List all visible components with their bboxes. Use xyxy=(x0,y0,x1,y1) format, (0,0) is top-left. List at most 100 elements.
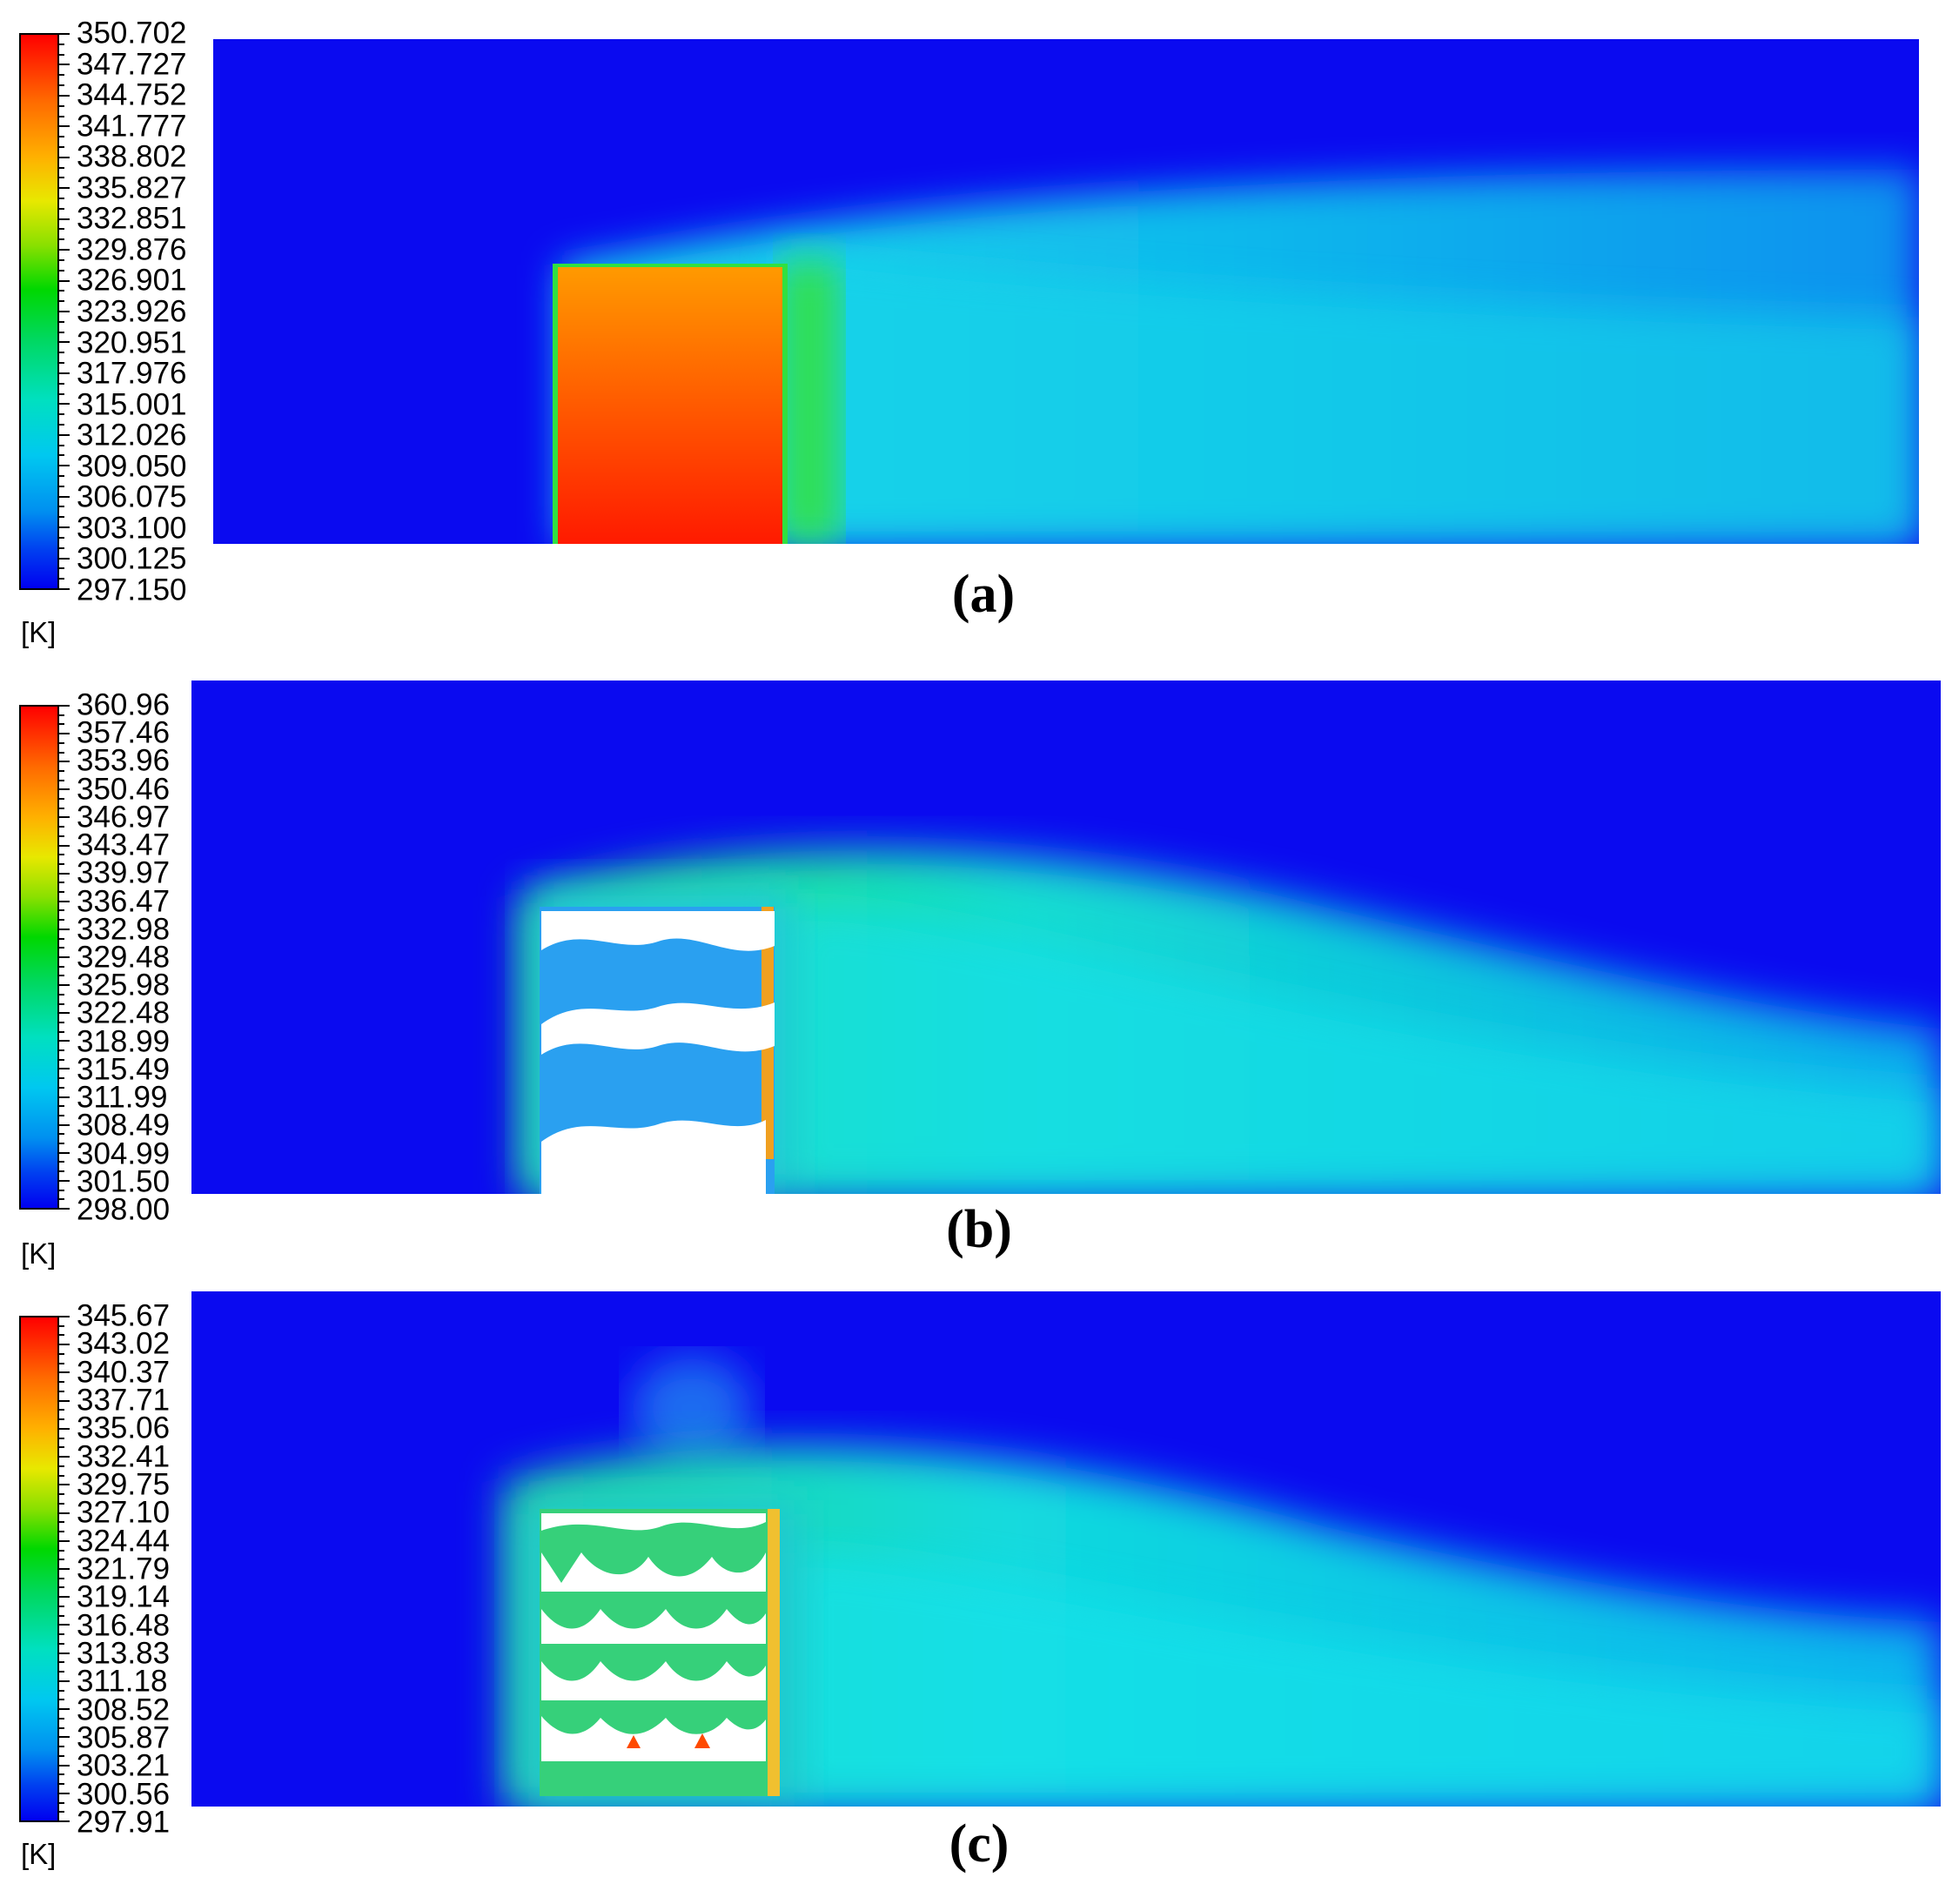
colorbar-c xyxy=(19,1316,59,1822)
colorbar-label: 313.83 xyxy=(77,1636,171,1671)
colorbar-tick xyxy=(59,331,64,333)
colorbar-tick xyxy=(59,156,70,158)
colorbar-tick xyxy=(59,1484,70,1486)
colorbar-tick xyxy=(59,536,64,539)
colorbar-label: 344.752 xyxy=(77,77,187,112)
colorbar-tick xyxy=(59,1381,64,1384)
colorbar-label: 347.727 xyxy=(77,47,187,82)
colorbar-tick xyxy=(59,1586,64,1589)
colorbar-label: 350.702 xyxy=(77,16,187,50)
colorbar-tick xyxy=(59,1801,64,1804)
colorbar-tick xyxy=(59,1427,70,1430)
colorbar-label: 312.026 xyxy=(77,418,187,453)
colorbar-tick xyxy=(59,1773,64,1776)
colorbar-tick xyxy=(59,844,70,847)
colorbar-label: 303.21 xyxy=(77,1748,171,1783)
colorbar-tick xyxy=(59,136,64,138)
colorbar-tick xyxy=(59,1208,70,1210)
colorbar-tick xyxy=(59,862,64,865)
colorbar-tick xyxy=(59,1642,64,1645)
colorbar-tick xyxy=(59,362,64,365)
colorbar-label: 332.41 xyxy=(77,1439,171,1474)
colorbar-tick xyxy=(59,1040,70,1043)
colorbar-tick xyxy=(59,1708,70,1711)
colorbar-tick xyxy=(59,485,64,487)
colorbar-tick xyxy=(59,1512,70,1514)
colorbar-tick xyxy=(59,1699,64,1701)
colorbar-tick xyxy=(59,1399,70,1402)
colorbar-tick xyxy=(59,115,64,117)
colorbar-tick xyxy=(59,1324,64,1327)
colorbar-tick xyxy=(59,341,70,344)
colorbar-tick xyxy=(59,495,70,498)
colorbar-tick xyxy=(59,1531,64,1533)
colorbar-tick xyxy=(59,751,64,754)
colorbar-tick xyxy=(59,956,70,958)
colorbar-tick xyxy=(59,218,70,220)
colorbar-tick xyxy=(59,1316,70,1317)
colorbar-tick xyxy=(59,975,64,977)
temperature-field-c xyxy=(191,1291,1941,1807)
colorbar-label: 303.100 xyxy=(77,511,187,546)
colorbar-tick xyxy=(59,1446,64,1449)
colorbar-label: 301.50 xyxy=(77,1164,171,1199)
colorbar-tick xyxy=(59,909,64,912)
colorbar-label: 343.47 xyxy=(77,828,171,862)
colorbar-label: 320.951 xyxy=(77,325,187,360)
colorbar-tick xyxy=(59,1633,64,1636)
colorbar-tick xyxy=(59,1086,64,1089)
colorbar-tick xyxy=(59,1133,64,1136)
colorbar-label: 345.67 xyxy=(77,1298,171,1333)
colorbar-tick xyxy=(59,872,70,875)
colorbar-tick xyxy=(59,94,70,97)
colorbar-tick xyxy=(59,567,64,570)
colorbar-label: 329.876 xyxy=(77,232,187,267)
colorbar-tick xyxy=(59,1390,64,1392)
colorbar-tick xyxy=(59,352,64,354)
colorbar-tick xyxy=(59,1143,64,1145)
wavy-channels-c xyxy=(541,1513,766,1761)
colorbar-tick xyxy=(59,43,64,45)
colorbar-label: 306.075 xyxy=(77,479,187,514)
colorbar-tick xyxy=(59,1746,64,1748)
colorbar-tick xyxy=(59,546,64,549)
colorbar-a xyxy=(19,33,59,590)
hot-spots-c xyxy=(627,1733,710,1748)
colorbar-tick xyxy=(59,53,64,56)
colorbar-tick xyxy=(59,1362,64,1364)
colorbar-tick xyxy=(59,1736,70,1739)
colorbar-tick xyxy=(59,382,64,385)
caption-c: (c) xyxy=(949,1814,1010,1874)
colorbar-tick xyxy=(59,1198,64,1201)
colorbar-tick xyxy=(59,854,64,856)
colorbar-tick xyxy=(59,993,64,996)
panel-b: 360.96 357.46 353.96 350.46 346.97 343.47 339.… xyxy=(0,642,1959,1270)
colorbar-label: 317.976 xyxy=(77,356,187,391)
colorbar-tick xyxy=(59,788,70,791)
colorbar-tick xyxy=(59,1409,64,1411)
colorbar-tick xyxy=(59,64,70,66)
colorbar-label: 300.56 xyxy=(77,1777,171,1812)
colorbar-tick xyxy=(59,1344,70,1346)
colorbar-label: 318.99 xyxy=(77,1024,171,1059)
colorbar-tick xyxy=(59,882,64,884)
colorbar-label: 332.851 xyxy=(77,201,187,236)
colorbar-tick xyxy=(59,1502,64,1505)
colorbar-tick xyxy=(59,1077,64,1080)
colorbar-tick xyxy=(59,249,70,251)
colorbar-tick xyxy=(59,1189,64,1191)
colorbar-tick xyxy=(59,807,64,809)
colorbar-tick xyxy=(59,166,64,169)
colorbar-label: 329.75 xyxy=(77,1467,171,1502)
colorbar-label: 300.125 xyxy=(77,541,187,576)
colorbar-tick xyxy=(59,1012,70,1015)
colorbar-tick xyxy=(59,1371,70,1374)
colorbar-tick xyxy=(59,198,64,200)
colorbar-tick xyxy=(59,320,64,323)
colorbar-tick xyxy=(59,1049,64,1052)
panel-a: 350.702 347.727 344.752 341.777 338.802 335.8… xyxy=(0,0,1959,648)
colorbar-tick xyxy=(59,1096,70,1098)
colorbar-tick xyxy=(59,826,64,828)
colorbar-label: 340.37 xyxy=(77,1355,171,1390)
colorbar-tick xyxy=(59,761,70,763)
